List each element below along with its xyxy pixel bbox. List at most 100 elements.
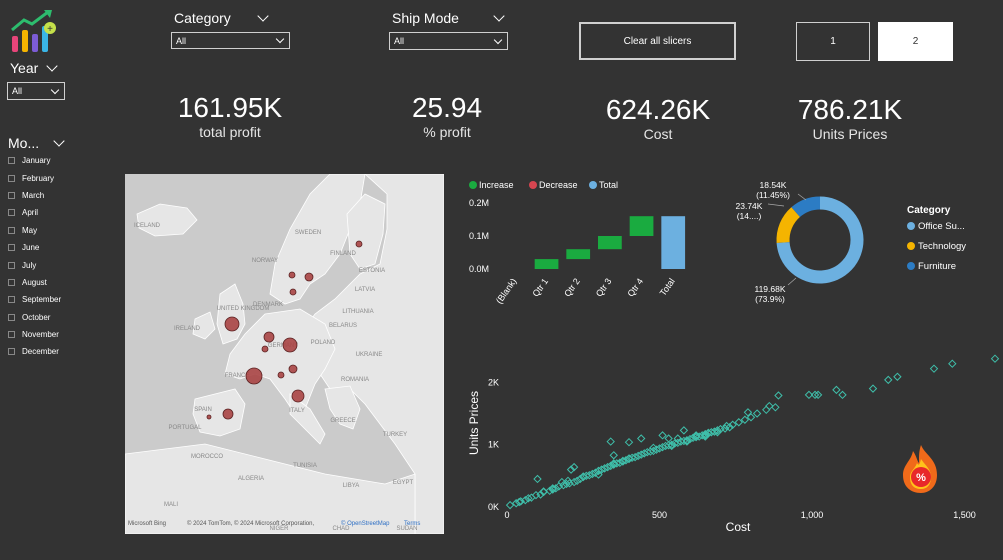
scatter-point[interactable] [929, 364, 939, 373]
scatter-point[interactable] [649, 446, 658, 456]
waterfall-bar[interactable] [629, 216, 654, 236]
month-item[interactable]: February [8, 169, 88, 186]
scatter-point[interactable] [679, 426, 689, 435]
scatter-point[interactable] [551, 484, 561, 493]
donut-slice[interactable] [776, 196, 864, 284]
scatter-point[interactable] [743, 408, 753, 417]
scatter-point[interactable] [701, 429, 710, 439]
scatter-point[interactable] [624, 454, 634, 463]
waterfall-bar[interactable] [598, 236, 622, 250]
scatter-point[interactable] [868, 384, 878, 393]
month-checkbox[interactable] [8, 313, 15, 321]
scatter-point[interactable] [521, 495, 530, 505]
scatter-point[interactable] [713, 426, 722, 435]
scatter-point[interactable] [720, 424, 730, 433]
scatter-point[interactable] [652, 445, 661, 454]
month-item[interactable]: October [8, 309, 88, 326]
chevron-down-icon[interactable] [493, 10, 505, 22]
map-bubble[interactable] [289, 288, 297, 296]
scatter-point[interactable] [565, 479, 574, 488]
donut-legend-label[interactable]: Office Su... [918, 221, 965, 232]
scatter-point[interactable] [539, 487, 548, 496]
scatter-point[interactable] [752, 409, 762, 418]
scatter-point[interactable] [682, 436, 692, 445]
map-bubble[interactable] [263, 331, 275, 343]
scatter-point[interactable] [633, 451, 643, 461]
month-item[interactable]: June [8, 239, 88, 256]
scatter-point[interactable] [813, 390, 823, 400]
map-bubble[interactable] [245, 367, 263, 385]
scatter-point[interactable] [667, 441, 676, 451]
clear-all-slicers-button[interactable]: Clear all slicers [579, 22, 736, 60]
scatter-point[interactable] [621, 456, 631, 465]
year-slicer-title[interactable]: Year [10, 60, 58, 76]
waterfall-bar[interactable] [534, 259, 559, 269]
scatter-point[interactable] [563, 476, 573, 486]
donut-slice[interactable] [776, 207, 801, 244]
scatter-point[interactable] [664, 434, 673, 443]
map-bubble[interactable] [288, 271, 296, 279]
scatter-point[interactable] [701, 431, 710, 440]
map-terms-link[interactable]: Terms [404, 521, 420, 527]
month-item[interactable]: November [8, 326, 88, 343]
month-checkbox[interactable] [8, 157, 15, 165]
donut-legend-label[interactable]: Furniture [918, 261, 956, 272]
scatter-point[interactable] [884, 375, 893, 385]
scatter-point[interactable] [664, 441, 673, 450]
scatter-point[interactable] [640, 449, 649, 458]
scatter-point[interactable] [594, 466, 603, 476]
month-item[interactable]: December [8, 343, 88, 360]
scatter-point[interactable] [765, 401, 774, 411]
chevron-down-icon[interactable] [257, 10, 269, 22]
scatter-point[interactable] [579, 472, 588, 481]
scatter-point[interactable] [536, 490, 545, 499]
month-checkbox[interactable] [8, 244, 15, 252]
scatter-point[interactable] [505, 500, 515, 510]
scatter-point[interactable] [673, 438, 683, 448]
month-item[interactable]: May [8, 222, 88, 239]
scatter-point[interactable] [636, 434, 646, 443]
waterfall-bar[interactable] [661, 216, 686, 269]
map-bubble[interactable] [282, 337, 298, 353]
page-1-button[interactable]: 1 [796, 22, 870, 61]
month-item[interactable]: July [8, 256, 88, 273]
month-item[interactable]: September [8, 291, 88, 308]
map-bubble[interactable] [224, 316, 240, 332]
scatter-point[interactable] [804, 390, 814, 400]
scatter-point[interactable] [572, 476, 582, 486]
scatter-point[interactable] [615, 458, 625, 467]
scatter-point[interactable] [649, 443, 658, 453]
scatter-point[interactable] [609, 459, 618, 468]
scatter-point[interactable] [838, 390, 847, 400]
map-bubble[interactable] [291, 389, 305, 403]
scatter-point[interactable] [548, 484, 557, 493]
month-checkbox[interactable] [8, 278, 15, 286]
scatter-point[interactable] [600, 464, 609, 473]
month-checkbox[interactable] [8, 174, 15, 182]
scatter-point[interactable] [524, 494, 533, 503]
map-bubble[interactable] [206, 414, 212, 420]
month-checkbox[interactable] [8, 348, 15, 356]
scatter-point[interactable] [597, 465, 606, 474]
month-checkbox[interactable] [8, 261, 15, 269]
waterfall-chart[interactable]: Increase Decrease Total 0.0M 0.1M 0.2M (Blank)… [465, 175, 705, 306]
scatter-point[interactable] [746, 413, 756, 422]
scatter-point[interactable] [609, 460, 618, 469]
europe-map[interactable]: ICELAND SWEDEN NORWAY FINLAND ESTONIA LATVIA D… [125, 174, 444, 534]
map-bubble[interactable] [304, 272, 314, 282]
category-donut-chart[interactable]: 119.68K (73.9%) 23.74K (14....) 18.54K (11.45… [700, 170, 1000, 305]
scatter-point[interactable] [667, 440, 676, 449]
donut-legend-label[interactable]: Technology [918, 241, 966, 252]
scatter-point[interactable] [603, 462, 612, 472]
scatter-point[interactable] [673, 434, 683, 443]
scatter-point[interactable] [585, 471, 594, 480]
scatter-point[interactable] [516, 497, 525, 506]
scatter-point[interactable] [655, 444, 664, 453]
scatter-point[interactable] [691, 431, 701, 441]
scatter-point[interactable] [710, 427, 719, 436]
month-slicer-title[interactable]: Mo... [8, 135, 65, 151]
scatter-point[interactable] [682, 437, 692, 446]
map-bubble[interactable] [222, 408, 234, 420]
scatter-point[interactable] [658, 431, 667, 440]
scatter-point[interactable] [627, 453, 637, 462]
